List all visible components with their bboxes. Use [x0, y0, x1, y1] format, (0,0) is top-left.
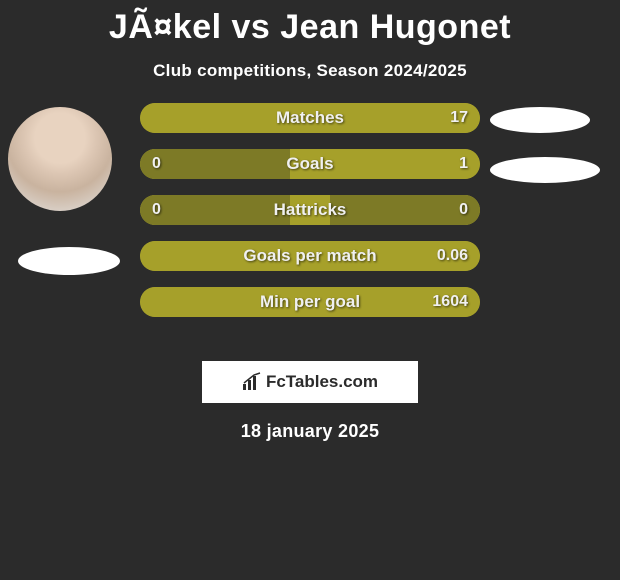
stat-label: Matches: [276, 108, 344, 128]
stat-row: 0 Goals 1: [140, 149, 480, 179]
stat-row: Goals per match 0.06: [140, 241, 480, 271]
stat-row: Matches 17: [140, 103, 480, 133]
stat-right-value: 1: [459, 155, 468, 173]
comparison-infographic: JÃ¤kel vs Jean Hugonet Club competitions…: [0, 0, 620, 580]
date-text: 18 january 2025: [0, 421, 620, 442]
stat-rows: Matches 17 0 Goals 1 0 Hattricks 0: [140, 103, 480, 333]
bars-chart-icon: [242, 372, 262, 392]
branding-text: FcTables.com: [266, 372, 378, 392]
stat-bar-left-dark: [140, 149, 290, 179]
branding-box: FcTables.com: [202, 361, 418, 403]
stat-left-value: 0: [152, 201, 161, 219]
stat-right-value: 0.06: [437, 247, 468, 265]
stat-bar-left-dark: [140, 195, 290, 225]
stat-label: Hattricks: [274, 200, 347, 220]
player-right-ellipse-1: [490, 107, 590, 133]
stat-row: Min per goal 1604: [140, 287, 480, 317]
stat-right-value: 0: [459, 201, 468, 219]
stat-right-value: 1604: [432, 293, 468, 311]
stat-label: Goals: [286, 154, 333, 174]
page-title: JÃ¤kel vs Jean Hugonet: [0, 0, 620, 47]
stat-label: Min per goal: [260, 292, 360, 312]
stat-left-value: 0: [152, 155, 161, 173]
player-left-team-ellipse: [18, 247, 120, 275]
player-right-ellipse-2: [490, 157, 600, 183]
stat-row: 0 Hattricks 0: [140, 195, 480, 225]
player-left-avatar: [8, 107, 112, 211]
stat-label: Goals per match: [243, 246, 376, 266]
stat-right-value: 17: [450, 109, 468, 127]
content-area: Matches 17 0 Goals 1 0 Hattricks 0: [0, 113, 620, 353]
subtitle: Club competitions, Season 2024/2025: [0, 61, 620, 81]
stat-bar-right-dark: [330, 195, 480, 225]
